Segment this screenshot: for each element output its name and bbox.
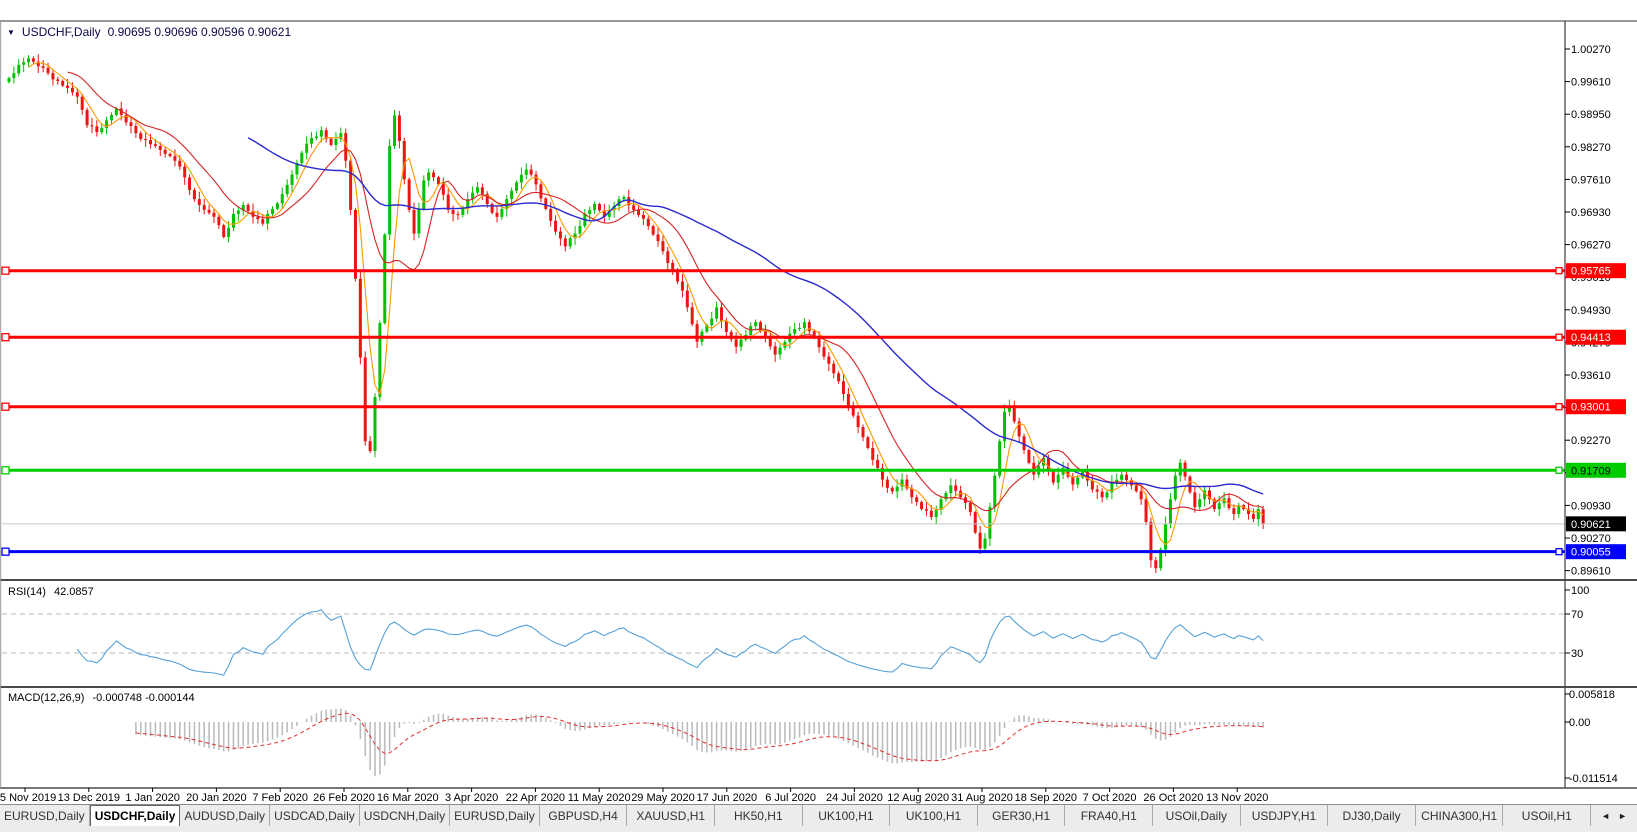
rsi-indicator-label: RSI(14) 42.0857 xyxy=(8,586,94,598)
svg-text:1.00270: 1.00270 xyxy=(1571,44,1611,56)
svg-text:0.00: 0.00 xyxy=(1569,717,1590,729)
svg-text:0.005818: 0.005818 xyxy=(1569,689,1615,701)
svg-text:0.93001: 0.93001 xyxy=(1571,402,1611,414)
macd-values: -0.000748 -0.000144 xyxy=(92,692,195,704)
svg-text:0.94413: 0.94413 xyxy=(1571,332,1611,344)
svg-text:0.91709: 0.91709 xyxy=(1571,465,1611,477)
chart-tabs: EURUSD,Daily USDCHF,Daily AUDUSD,Daily USDC… xyxy=(0,805,1592,827)
tab-audusd-daily[interactable]: AUDUSD,Daily xyxy=(180,805,271,827)
tab-uk100-h1[interactable]: UK100,H1 xyxy=(890,805,978,827)
chart-title: ▼ USDCHF,Daily 0.90695 0.90696 0.90596 0… xyxy=(7,25,291,39)
tab-eurusd-daily[interactable]: EURUSD,Daily xyxy=(450,805,540,827)
tab-dj30-daily[interactable]: DJ30,Daily xyxy=(1328,805,1416,827)
tab-usdcad-daily[interactable]: USDCAD,Daily xyxy=(270,805,360,827)
tab-eurusd-daily[interactable]: EURUSD,Daily xyxy=(0,805,90,827)
svg-text:13 Nov 2020: 13 Nov 2020 xyxy=(1206,792,1268,804)
svg-text:25 Nov 2019: 25 Nov 2019 xyxy=(0,792,56,804)
tab-usdjpy-h1[interactable]: USDJPY,H1 xyxy=(1241,805,1329,827)
svg-text:29 May 2020: 29 May 2020 xyxy=(631,792,695,804)
svg-text:22 Apr 2020: 22 Apr 2020 xyxy=(506,792,565,804)
svg-text:6 Jul 2020: 6 Jul 2020 xyxy=(765,792,816,804)
svg-text:16 Mar 2020: 16 Mar 2020 xyxy=(377,792,439,804)
tab-scroll-left-icon[interactable]: ◄ xyxy=(1601,811,1611,821)
tab-gbpusd-h4[interactable]: GBPUSD,H4 xyxy=(540,805,628,827)
chart-tab-bar: EURUSD,Daily USDCHF,Daily AUDUSD,Daily USDC… xyxy=(0,804,1637,827)
svg-text:0.92270: 0.92270 xyxy=(1571,435,1611,447)
tab-hk50-h1[interactable]: HK50,H1 xyxy=(715,805,803,827)
macd-name: MACD(12,26,9) xyxy=(8,692,85,704)
svg-text:11 May 2020: 11 May 2020 xyxy=(568,792,631,804)
tab-china300-h1[interactable]: CHINA300,H1 xyxy=(1416,805,1504,827)
svg-text:0.96930: 0.96930 xyxy=(1571,207,1611,219)
svg-text:13 Dec 2019: 13 Dec 2019 xyxy=(58,792,120,804)
svg-text:0.96270: 0.96270 xyxy=(1571,240,1611,252)
tab-xauusd-h1[interactable]: XAUUSD,H1 xyxy=(627,805,715,827)
macd-indicator-label: MACD(12,26,9) -0.000748 -0.000144 xyxy=(8,692,195,704)
rsi-value: 42.0857 xyxy=(53,586,94,598)
chart-canvas[interactable]: 1.00270 0.99610 0.98950 0.98270 0.97610 0.969… xyxy=(0,0,1637,804)
collapse-chart-icon[interactable]: ▼ xyxy=(7,27,15,37)
svg-text:20 Jan 2020: 20 Jan 2020 xyxy=(186,792,247,804)
svg-text:0.89610: 0.89610 xyxy=(1571,566,1611,578)
svg-text:30: 30 xyxy=(1571,648,1583,660)
svg-text:31 Aug 2020: 31 Aug 2020 xyxy=(951,792,1013,804)
svg-text:0.94930: 0.94930 xyxy=(1571,305,1611,317)
status-strip xyxy=(0,826,1637,832)
chart-ohlc-values: 0.90695 0.90696 0.90596 0.90621 xyxy=(107,25,292,39)
svg-text:70: 70 xyxy=(1571,609,1583,621)
svg-text:7 Feb 2020: 7 Feb 2020 xyxy=(252,792,308,804)
svg-text:0.90270: 0.90270 xyxy=(1571,533,1611,545)
tab-scroll-right-icon[interactable]: ► xyxy=(1618,811,1627,821)
svg-text:3 Apr 2020: 3 Apr 2020 xyxy=(445,792,498,804)
tab-usoil-h1[interactable]: USOil,H1 xyxy=(1503,805,1592,827)
svg-text:0.90621: 0.90621 xyxy=(1571,519,1611,531)
tab-usoil-daily[interactable]: USOil,Daily xyxy=(1153,805,1241,827)
svg-text:0.97610: 0.97610 xyxy=(1571,174,1611,186)
svg-text:0.95765: 0.95765 xyxy=(1571,266,1611,278)
svg-text:0.90055: 0.90055 xyxy=(1571,547,1611,559)
svg-text:0.98270: 0.98270 xyxy=(1571,142,1611,154)
svg-text:1 Jan 2020: 1 Jan 2020 xyxy=(125,792,179,804)
tab-ger30-h1[interactable]: GER30,H1 xyxy=(978,805,1066,827)
svg-text:0.90930: 0.90930 xyxy=(1571,500,1611,512)
svg-text:26 Feb 2020: 26 Feb 2020 xyxy=(313,792,375,804)
tab-uk100-h1[interactable]: UK100,H1 xyxy=(803,805,891,827)
svg-text:0.99610: 0.99610 xyxy=(1571,77,1611,89)
svg-text:0.98950: 0.98950 xyxy=(1571,109,1611,121)
tab-fra40-h1[interactable]: FRA40,H1 xyxy=(1065,805,1154,827)
svg-text:7 Oct 2020: 7 Oct 2020 xyxy=(1083,792,1137,804)
tab-usdchf-daily[interactable]: USDCHF,Daily xyxy=(89,805,181,827)
svg-text:18 Sep 2020: 18 Sep 2020 xyxy=(1015,792,1077,804)
tab-scroll-arrows: ◄ ► xyxy=(1591,805,1637,827)
svg-text:24 Jul 2020: 24 Jul 2020 xyxy=(826,792,883,804)
svg-text:0.93610: 0.93610 xyxy=(1571,370,1611,382)
svg-text:-0.011514: -0.011514 xyxy=(1569,773,1618,785)
svg-text:100: 100 xyxy=(1571,585,1589,597)
svg-text:17 Jun 2020: 17 Jun 2020 xyxy=(697,792,758,804)
chart-symbol-label: USDCHF,Daily xyxy=(21,25,101,39)
rsi-name: RSI(14) xyxy=(8,586,46,598)
svg-text:12 Aug 2020: 12 Aug 2020 xyxy=(887,792,949,804)
tab-usdcnh-daily[interactable]: USDCNH,Daily xyxy=(360,805,451,827)
svg-text:26 Oct 2020: 26 Oct 2020 xyxy=(1143,792,1203,804)
